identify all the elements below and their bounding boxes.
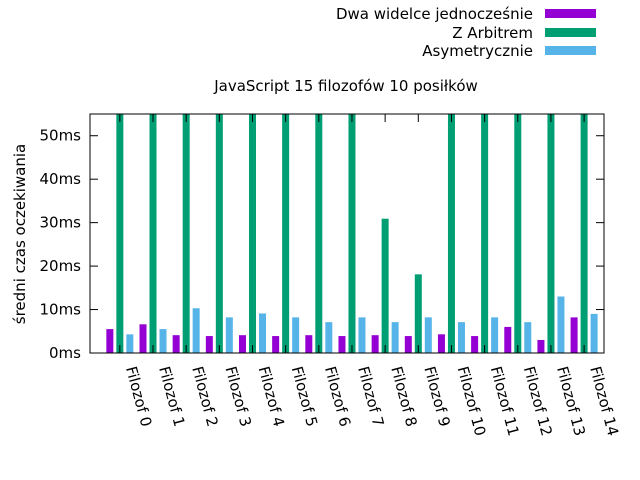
bar xyxy=(272,336,280,353)
x-tick-label: Filozof 6 xyxy=(321,364,354,428)
bar xyxy=(504,326,512,353)
bar xyxy=(580,114,588,353)
bar xyxy=(258,313,266,353)
legend-swatch-0 xyxy=(545,9,596,18)
bar xyxy=(437,334,445,353)
bar xyxy=(238,335,246,353)
y-tick-label: 0ms xyxy=(49,344,81,362)
x-tick-label: Filozof 12 xyxy=(520,364,556,437)
chart-title: JavaScript 15 filozofów 10 posiłków xyxy=(213,77,478,95)
bar xyxy=(514,114,522,353)
x-tick-label: Filozof 7 xyxy=(354,364,387,428)
bar xyxy=(292,317,300,353)
bar xyxy=(537,339,545,353)
bar xyxy=(358,317,366,353)
bar xyxy=(182,114,190,353)
bar xyxy=(325,322,333,353)
legend-label-0: Dwa widelce jednocześnie xyxy=(336,5,533,23)
legend: Dwa widelce jednocześnie Z Arbitrem Asym… xyxy=(336,5,596,60)
bar xyxy=(404,336,412,353)
x-tick-label: Filozof 9 xyxy=(420,364,453,428)
bar xyxy=(305,335,313,353)
x-tick-label: Filozof 11 xyxy=(487,364,523,437)
bar xyxy=(172,335,180,353)
bar xyxy=(139,324,147,353)
legend-swatch-2 xyxy=(545,46,596,55)
bar xyxy=(282,114,290,353)
bar xyxy=(481,114,489,353)
bar xyxy=(391,322,399,353)
y-tick-label: 20ms xyxy=(39,257,81,275)
x-tick-label: Filozof 8 xyxy=(387,364,420,428)
bar xyxy=(557,296,565,353)
y-tick-label: 50ms xyxy=(39,127,81,145)
bar xyxy=(348,114,356,353)
bars xyxy=(106,114,598,353)
bar xyxy=(106,329,114,353)
x-tick-label: Filozof 1 xyxy=(155,364,188,428)
bar xyxy=(371,335,379,353)
bar xyxy=(192,308,200,353)
x-tick-label: Filozof 2 xyxy=(188,364,221,428)
x-tick-label: Filozof 10 xyxy=(454,364,490,437)
x-tick-labels: Filozof 0 Filozof 1 Filozof 2 Filozof 3 Filo… xyxy=(119,114,622,438)
legend-label-1: Z Arbitrem xyxy=(452,24,533,42)
bar xyxy=(338,336,346,353)
y-tick-label: 30ms xyxy=(39,214,81,232)
x-tick-label: Filozof 14 xyxy=(586,364,622,437)
y-axis-label: średni czas oczekiwania xyxy=(11,144,29,324)
bar xyxy=(126,334,134,353)
bar xyxy=(205,336,213,353)
x-tick-label: Filozof 5 xyxy=(288,364,321,428)
bar xyxy=(491,317,499,353)
x-tick-label: Filozof 4 xyxy=(255,364,288,428)
y-tick-label: 40ms xyxy=(39,170,81,188)
x-tick-label: Filozof 0 xyxy=(122,364,155,428)
plot-frame xyxy=(89,113,605,354)
bar xyxy=(159,329,167,353)
bar xyxy=(248,114,256,353)
bar xyxy=(116,114,124,353)
legend-swatch-1 xyxy=(545,28,596,37)
bar xyxy=(447,114,455,353)
legend-label-2: Asymetrycznie xyxy=(422,42,533,60)
bar xyxy=(570,317,578,353)
y-tick-label: 10ms xyxy=(39,301,81,319)
bar xyxy=(225,317,233,353)
bar xyxy=(590,313,598,353)
bar xyxy=(424,317,432,353)
bar xyxy=(547,114,555,353)
y-ticks: 0ms 10ms 20ms 30ms 40ms 50ms xyxy=(39,127,604,362)
x-tick-label: Filozof 3 xyxy=(221,364,254,428)
bar xyxy=(381,218,389,353)
bar xyxy=(149,114,157,353)
bar xyxy=(215,114,223,353)
bar xyxy=(315,114,323,353)
bar xyxy=(471,336,479,353)
bar xyxy=(457,322,465,353)
bar xyxy=(414,274,422,353)
x-tick-label: Filozof 13 xyxy=(553,364,589,437)
bar xyxy=(524,322,532,353)
